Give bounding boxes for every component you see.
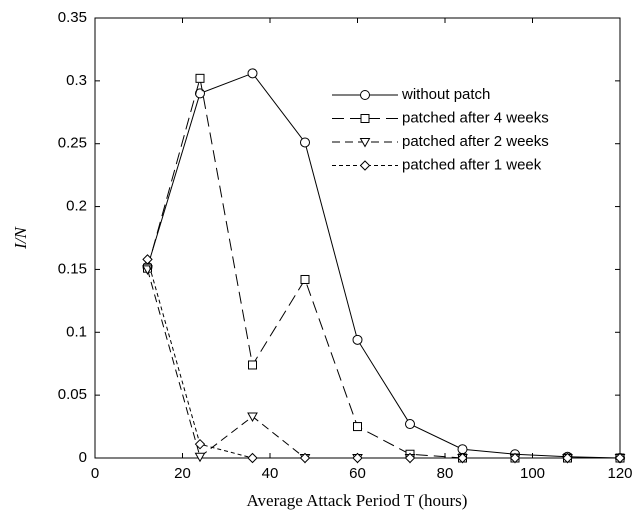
marker bbox=[142, 254, 153, 265]
marker bbox=[352, 452, 363, 464]
x-tick-label: 60 bbox=[349, 465, 366, 482]
marker bbox=[353, 422, 362, 432]
marker bbox=[299, 452, 311, 464]
series-line bbox=[147, 72, 621, 459]
marker bbox=[404, 452, 416, 464]
x-tick-label: 120 bbox=[607, 465, 632, 482]
marker bbox=[352, 334, 363, 345]
y-tick-label: 0 bbox=[79, 449, 87, 466]
x-tick-label: 40 bbox=[262, 465, 279, 482]
y-tick-label: 0.35 bbox=[58, 9, 87, 26]
series-line bbox=[147, 259, 620, 459]
legend-marker bbox=[360, 90, 370, 100]
x-tick-label: 0 bbox=[91, 465, 99, 482]
legend-label: patched after 2 weeks bbox=[402, 133, 549, 150]
marker bbox=[247, 68, 258, 79]
marker bbox=[300, 137, 310, 148]
marker bbox=[509, 452, 521, 464]
marker bbox=[405, 419, 415, 430]
marker bbox=[457, 444, 468, 455]
y-axis-label: I/N bbox=[11, 225, 30, 249]
legend-label: patched after 1 week bbox=[402, 156, 542, 173]
y-tick-label: 0.1 bbox=[66, 323, 87, 340]
marker bbox=[300, 274, 310, 284]
legend-marker bbox=[359, 160, 371, 171]
x-tick-label: 80 bbox=[437, 465, 454, 482]
marker bbox=[195, 73, 205, 83]
marker bbox=[247, 452, 258, 464]
legend-label: without patch bbox=[401, 86, 490, 103]
marker bbox=[248, 360, 257, 370]
series-line bbox=[147, 78, 620, 459]
y-tick-label: 0.3 bbox=[66, 72, 87, 89]
y-tick-label: 0.2 bbox=[66, 198, 87, 215]
x-tick-label: 20 bbox=[174, 465, 191, 482]
legend-marker bbox=[360, 114, 370, 123]
y-tick-label: 0.25 bbox=[58, 135, 87, 152]
marker bbox=[614, 452, 626, 464]
marker bbox=[194, 438, 206, 450]
marker bbox=[562, 452, 573, 464]
series-line bbox=[147, 269, 620, 459]
x-axis-label: Average Attack Period T (hours) bbox=[247, 491, 468, 510]
x-tick-label: 100 bbox=[520, 465, 545, 482]
legend-label: patched after 4 weeks bbox=[402, 109, 549, 126]
y-tick-label: 0.05 bbox=[58, 386, 87, 403]
marker bbox=[457, 452, 468, 464]
y-tick-label: 0.15 bbox=[58, 260, 87, 277]
plot-frame bbox=[94, 17, 621, 459]
marker bbox=[194, 452, 206, 463]
marker bbox=[247, 412, 258, 423]
legend-marker bbox=[359, 138, 371, 148]
